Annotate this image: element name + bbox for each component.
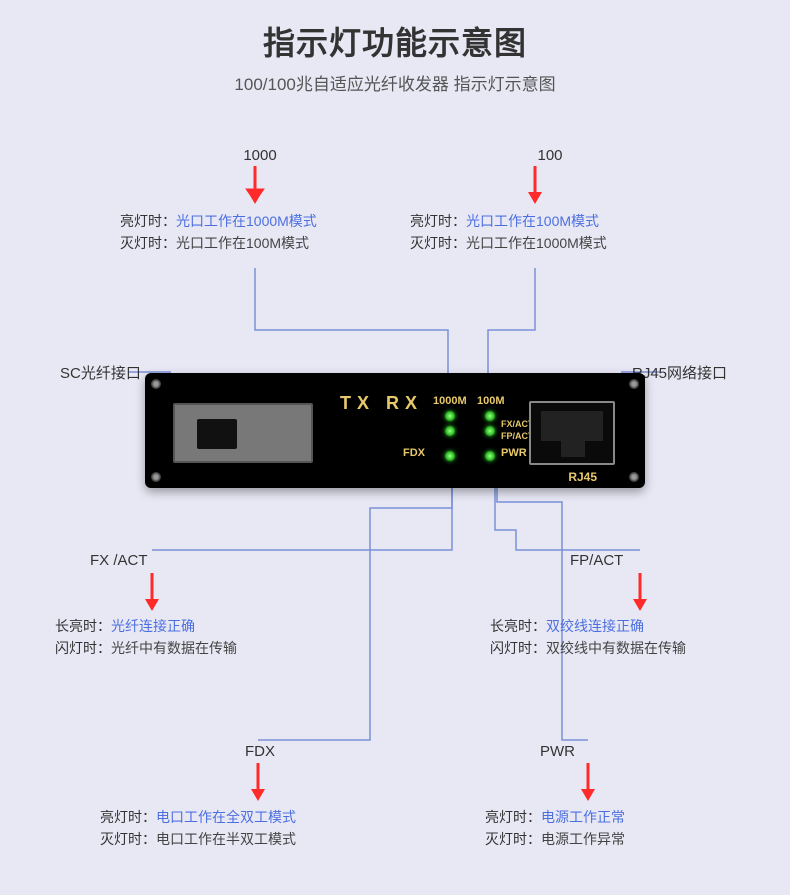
sc-port-label: SC光纤接口 <box>60 362 141 383</box>
label-1000m: 1000M <box>433 395 467 407</box>
heading-fxact: FX /ACT <box>90 549 315 572</box>
page-subtitle: 100/100兆自适应光纤收发器 指示灯示意图 <box>0 70 790 95</box>
led-1000m <box>445 411 455 421</box>
callout-fxact: FX /ACT 长亮时：光纤连接正确 闪灯时：光纤中有数据在传输 <box>55 549 315 660</box>
rj45-port-label: RJ45网络接口 <box>632 362 727 383</box>
label-pwr: PWR <box>501 447 527 459</box>
header: 指示灯功能示意图 100/100兆自适应光纤收发器 指示灯示意图 <box>0 0 790 95</box>
callout-pwr: PWR 亮灯时：电源工作正常 灭灯时：电源工作异常 <box>485 740 745 851</box>
page-title: 指示灯功能示意图 <box>0 18 790 64</box>
led-pwr <box>485 451 495 461</box>
heading-100: 100 <box>410 144 690 167</box>
callout-1000: 1000 亮灯时：光口工作在1000M模式 灭灯时：光口工作在100M模式 <box>120 144 400 255</box>
rj45-text: RJ45 <box>568 470 597 484</box>
heading-fdx: FDX <box>100 740 420 763</box>
led-fdx <box>445 451 455 461</box>
callout-fdx: FDX 亮灯时：电口工作在全双工模式 灭灯时：电口工作在半双工模式 <box>100 740 420 851</box>
heading-1000: 1000 <box>120 144 400 167</box>
callout-fpact: FP/ACT 长亮时：双绞线连接正确 闪灯时：双绞线中有数据在传输 <box>490 549 780 660</box>
led-fxact <box>445 426 455 436</box>
led-100m <box>485 411 495 421</box>
label-fdx: FDX <box>403 447 425 459</box>
led-fpact <box>485 426 495 436</box>
heading-fpact: FP/ACT <box>570 549 780 572</box>
heading-pwr: PWR <box>540 740 745 763</box>
device-panel: TX RX 1000M 100M FX/ACT FP/ACT FDX PWR R… <box>145 373 645 488</box>
tx-rx-label: TX RX <box>340 393 423 414</box>
callout-100: 100 亮灯时：光口工作在100M模式 灭灯时：光口工作在1000M模式 <box>410 144 690 255</box>
label-100m: 100M <box>477 395 505 407</box>
sc-fiber-port <box>173 403 313 463</box>
rj45-port <box>529 401 615 465</box>
